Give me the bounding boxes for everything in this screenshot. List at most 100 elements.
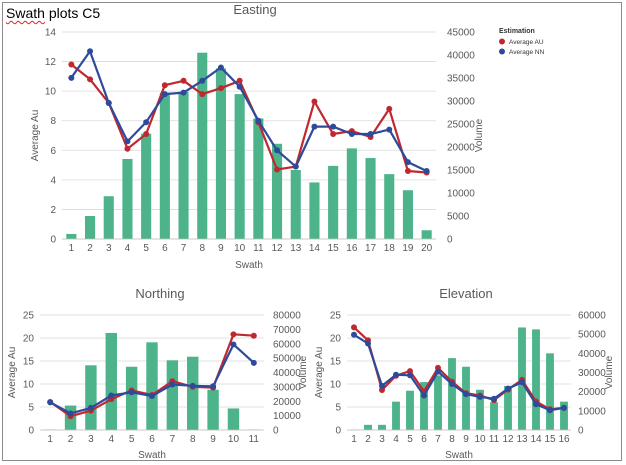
easting-x-tick-label: 4	[125, 243, 131, 254]
elevation-x-tick-label: 1	[351, 434, 357, 445]
easting-average-au-point	[404, 167, 411, 174]
elevation-y-axis-label: Average Au	[314, 347, 325, 399]
northing-volume-bar	[227, 408, 240, 430]
northing-y2-tick-label: 30000	[273, 382, 301, 393]
legend-label-average-nn: Average NN	[509, 49, 545, 56]
easting-average-nn-point	[423, 167, 430, 174]
easting-average-au-point	[386, 105, 393, 112]
elevation-x-tick-label: 5	[407, 434, 413, 445]
northing-y2-tick-label: 20000	[273, 397, 301, 408]
northing-volume-bar	[187, 356, 199, 430]
elevation-average-nn-point	[505, 385, 511, 392]
easting-average-au-point	[68, 61, 75, 68]
elevation-x-axis-label: Swath	[445, 450, 473, 461]
northing-average-nn-point	[189, 382, 196, 389]
elevation-y2-tick-label: 60000	[578, 311, 606, 322]
easting-x-tick-label: 11	[253, 243, 264, 254]
easting-volume-bar	[159, 92, 170, 239]
northing-volume-bar	[105, 332, 117, 430]
easting-average-nn-point	[367, 131, 374, 138]
elevation-y2-tick-label: 40000	[578, 349, 606, 360]
easting-average-nn-point	[143, 119, 150, 126]
northing-y-tick-label: 25	[23, 311, 35, 322]
easting-y-tick-label: 4	[50, 175, 56, 186]
northing-y2-tick-label: 10000	[273, 411, 301, 422]
easting-x-axis-label: Swath	[235, 260, 263, 271]
easting-x-tick-label: 2	[87, 243, 93, 254]
easting-average-au-point	[124, 145, 131, 152]
northing-average-au-point	[250, 332, 257, 339]
easting-average-nn-point	[180, 89, 187, 96]
elevation-y-tick-label: 0	[335, 426, 341, 437]
easting-x-tick-label: 7	[181, 243, 187, 254]
elevation-volume-bar	[434, 375, 442, 430]
easting-average-nn-point	[105, 99, 112, 106]
easting-volume-bar	[402, 190, 413, 239]
elevation-average-nn-point	[351, 331, 357, 338]
northing-y2-axis-label: Volume	[298, 355, 309, 389]
easting-x-tick-label: 6	[162, 243, 168, 254]
easting-average-nn-line	[70, 50, 428, 172]
easting-average-au-point	[180, 77, 187, 84]
northing-x-tick-label: 6	[149, 434, 155, 445]
northing-y2-tick-label: 0	[273, 426, 279, 437]
elevation-average-au-point	[407, 368, 413, 375]
elevation-average-nn-point	[393, 371, 399, 378]
northing-x-tick-label: 1	[47, 434, 53, 445]
elevation-average-nn-point	[449, 381, 455, 387]
northing-x-tick-label: 8	[190, 434, 196, 445]
easting-average-au-point	[330, 131, 337, 138]
northing-x-tick-label: 5	[129, 434, 135, 445]
easting-average-nn-point	[124, 138, 131, 145]
elevation-y2-tick-label: 50000	[578, 330, 606, 341]
elevation-volume-bar	[546, 353, 554, 430]
easting-average-au-point	[199, 91, 206, 98]
elevation-x-tick-label: 4	[393, 434, 399, 445]
easting-x-tick-label: 3	[106, 243, 112, 254]
northing-average-nn-point	[250, 359, 257, 366]
northing-average-nn-point	[169, 381, 176, 388]
elevation-volume-bar	[560, 401, 568, 430]
elevation-x-tick-label: 2	[365, 434, 371, 445]
elevation-volume-bar	[504, 385, 512, 430]
easting-volume-bar	[234, 94, 245, 239]
northing-x-tick-label: 10	[228, 434, 240, 445]
northing-x-axis-label: Swath	[138, 450, 166, 461]
northing-x-tick-label: 4	[108, 434, 114, 445]
easting-average-au-point	[87, 76, 94, 83]
elevation-volume-bar	[420, 382, 428, 430]
easting-x-tick-label: 8	[199, 243, 205, 254]
northing-y-tick-label: 10	[23, 380, 35, 391]
easting-volume-bar	[141, 133, 152, 239]
northing-y2-tick-label: 80000	[273, 311, 301, 322]
easting-y-tick-label: 12	[45, 57, 57, 68]
elevation-average-nn-line	[353, 333, 565, 412]
easting-average-nn-point	[348, 131, 355, 138]
easting-y2-tick-label: 35000	[447, 74, 475, 85]
elevation-x-tick-label: 14	[530, 434, 542, 445]
easting-volume-bar	[309, 182, 320, 239]
northing-x-tick-label: 3	[88, 434, 94, 445]
page-title: Swath plots C5	[6, 5, 100, 21]
easting-average-nn-point	[330, 123, 337, 130]
easting-average-nn-point	[255, 117, 262, 124]
easting-volume-bar	[272, 143, 283, 239]
northing-x-tick-label: 7	[170, 434, 176, 445]
northing-average-nn-point	[210, 383, 217, 390]
northing-y-tick-label: 5	[28, 403, 34, 414]
easting-volume-bar	[365, 158, 376, 239]
easting-chart-title: Easting	[233, 2, 276, 17]
elevation-average-au-point	[379, 386, 385, 393]
easting-volume-bar	[197, 52, 208, 240]
elevation-x-tick-label: 9	[463, 434, 469, 445]
elevation-y2-tick-label: 10000	[578, 406, 606, 417]
northing-average-nn-point	[108, 392, 115, 399]
easting-y-tick-label: 14	[45, 28, 57, 39]
easting-volume-bar	[178, 91, 189, 239]
elevation-x-tick-label: 11	[489, 434, 500, 445]
elevation-volume-bar	[448, 358, 456, 430]
northing-y-axis-label: Average Au	[7, 347, 18, 399]
easting-volume-bar	[85, 216, 96, 239]
easting-y2-tick-label: 20000	[447, 143, 475, 154]
